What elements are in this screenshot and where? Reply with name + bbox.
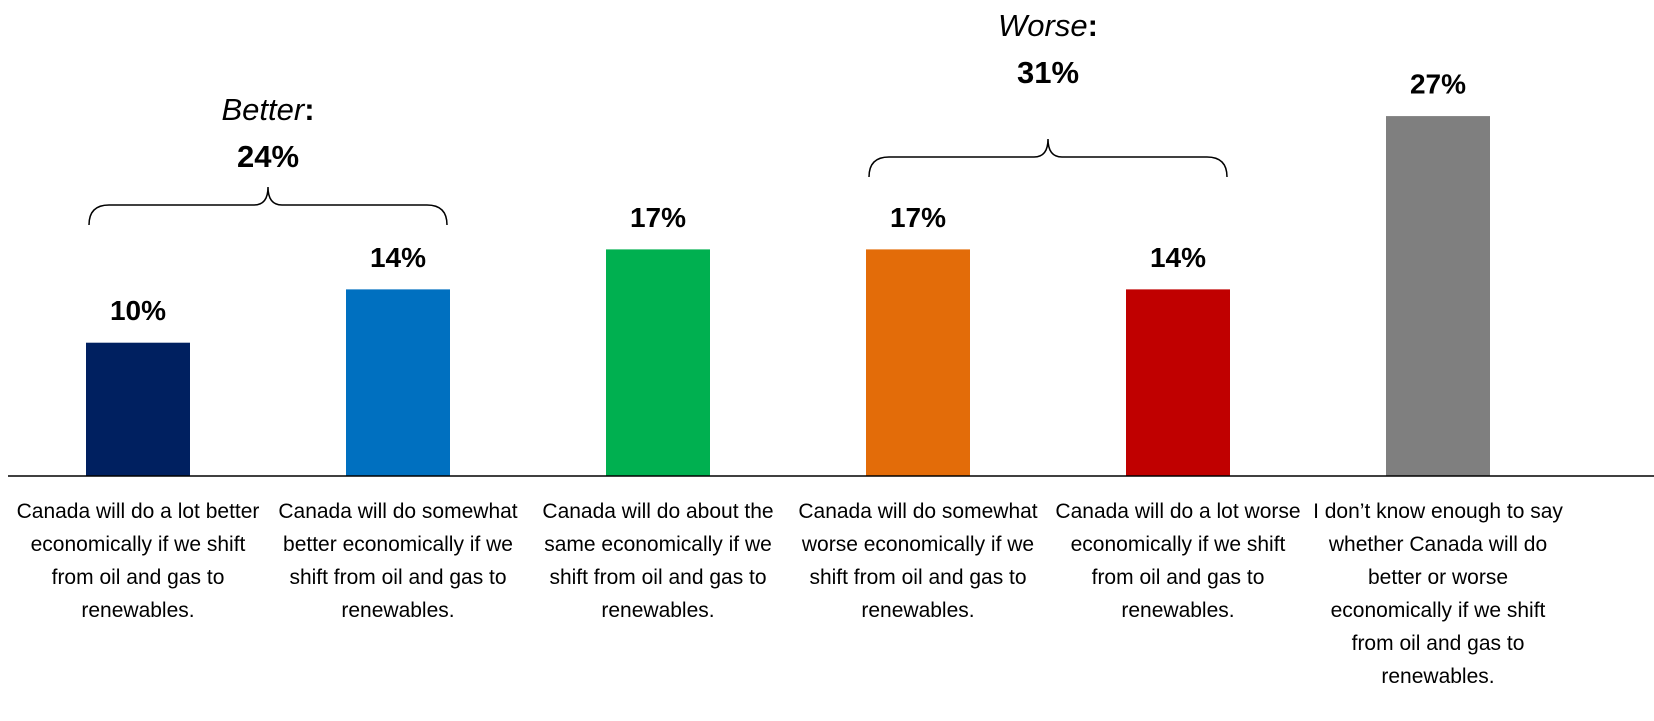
label-line: Canada will do a lot better	[17, 500, 260, 523]
group-brace	[868, 138, 1228, 178]
label-line: better economically if we	[283, 533, 513, 556]
bar	[86, 342, 190, 476]
group-total: 31%	[1017, 55, 1079, 90]
label-line: worse economically if we	[801, 533, 1034, 556]
value-label: 27%	[1410, 68, 1466, 99]
label-line: Canada will do a lot worse	[1055, 500, 1300, 523]
group-total: 24%	[237, 139, 299, 174]
bar	[866, 249, 970, 476]
label-line: better or worse	[1368, 566, 1508, 589]
group-label: Worse:	[998, 8, 1098, 43]
label-line: from oil and gas to	[52, 566, 225, 589]
label-line: economically if we shift	[1331, 599, 1546, 622]
x-tick-label: Canada will do somewhat worse economicall…	[798, 500, 1037, 622]
x-tick-label: Canada will do a lot better economically …	[17, 500, 260, 622]
label-line: renewables.	[601, 599, 714, 622]
label-line: shift from oil and gas to	[809, 566, 1026, 589]
label-line: renewables.	[1121, 599, 1234, 622]
label-line: Canada will do somewhat	[278, 500, 517, 523]
group-label: Better:	[221, 92, 314, 127]
label-line: economically if we shift	[31, 533, 246, 556]
x-tick-label: Canada will do somewhat better economical…	[278, 500, 517, 622]
value-label: 17%	[890, 202, 946, 233]
label-line: same economically if we	[544, 533, 772, 556]
value-label: 14%	[1150, 242, 1206, 273]
x-tick-label: Canada will do about the same economicall…	[542, 500, 773, 622]
label-line: I don’t know enough to say	[1313, 500, 1563, 523]
label-line: from oil and gas to	[1092, 566, 1265, 589]
label-line: shift from oil and gas to	[289, 566, 506, 589]
bar	[1126, 289, 1230, 476]
label-line: whether Canada will do	[1328, 533, 1547, 556]
group-brace	[88, 186, 448, 226]
label-line: renewables.	[341, 599, 454, 622]
label-line: renewables.	[1381, 665, 1494, 688]
group-name: Worse	[998, 8, 1088, 43]
label-line: renewables.	[81, 599, 194, 622]
label-line: from oil and gas to	[1352, 632, 1525, 655]
bar	[1386, 116, 1490, 476]
label-line: economically if we shift	[1071, 533, 1286, 556]
group-name: Better	[221, 92, 305, 127]
value-label: 17%	[630, 202, 686, 233]
label-line: shift from oil and gas to	[549, 566, 766, 589]
bar	[346, 289, 450, 476]
bar	[606, 249, 710, 476]
x-tick-label: I don’t know enough to say whether Canada…	[1313, 500, 1563, 688]
value-label: 10%	[110, 295, 166, 326]
value-label: 14%	[370, 242, 426, 273]
label-line: Canada will do about the	[542, 500, 773, 523]
label-line: renewables.	[861, 599, 974, 622]
label-line: Canada will do somewhat	[798, 500, 1037, 523]
group-separator: :	[1088, 8, 1098, 43]
x-tick-label: Canada will do a lot worse economically i…	[1055, 500, 1300, 622]
group-separator: :	[304, 92, 314, 127]
